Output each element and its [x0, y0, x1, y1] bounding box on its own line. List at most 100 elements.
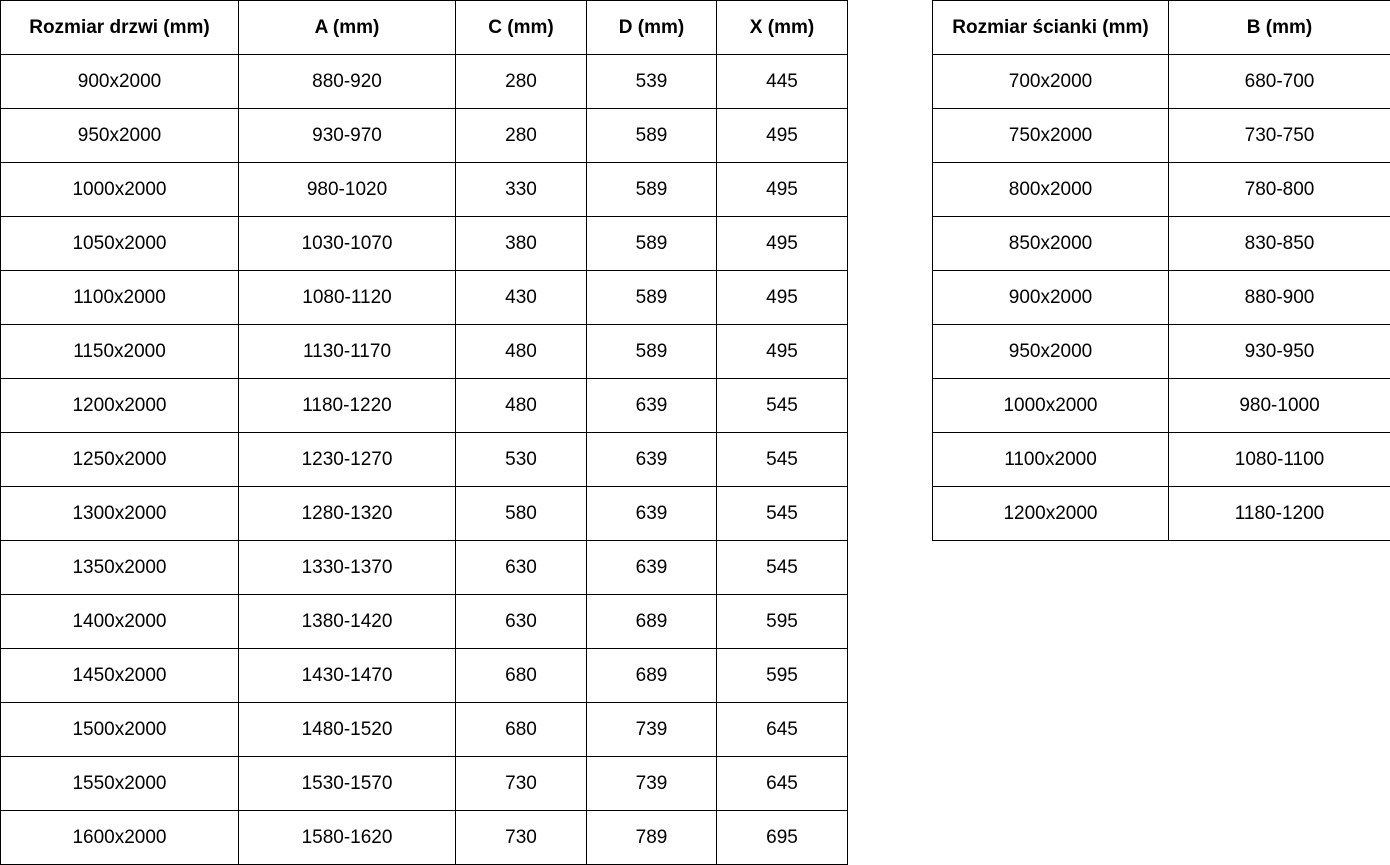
wall-table-header-b: B (mm): [1168, 0, 1390, 55]
table-cell: 380: [455, 216, 587, 271]
table-cell: 880-900: [1168, 270, 1390, 325]
table-cell: 480: [455, 324, 587, 379]
table-row: 1500x2000 1480-1520 680 739 645: [0, 702, 848, 757]
table-row: 1450x2000 1430-1470 680 689 595: [0, 648, 848, 703]
table-cell: 495: [716, 324, 848, 379]
table-row: 700x2000 680-700: [932, 54, 1390, 109]
table-cell: 689: [586, 594, 717, 649]
table-cell: 645: [716, 756, 848, 811]
table-row: 1100x2000 1080-1100: [932, 432, 1390, 487]
table-cell: 1150x2000: [0, 324, 239, 379]
table-cell: 730: [455, 810, 587, 865]
table-cell: 639: [586, 378, 717, 433]
table-cell: 1280-1320: [238, 486, 456, 541]
table-row: 1300x2000 1280-1320 580 639 545: [0, 486, 848, 541]
table-cell: 900x2000: [932, 270, 1169, 325]
table-cell: 800x2000: [932, 162, 1169, 217]
door-table-header-row: Rozmiar drzwi (mm) A (mm) C (mm) D (mm) …: [0, 0, 848, 55]
table-cell: 700x2000: [932, 54, 1169, 109]
door-table-header-size: Rozmiar drzwi (mm): [0, 0, 239, 55]
table-cell: 880-920: [238, 54, 456, 109]
door-table-header-d: D (mm): [586, 0, 717, 55]
table-cell: 445: [716, 54, 848, 109]
table-cell: 689: [586, 648, 717, 703]
table-cell: 680: [455, 702, 587, 757]
table-cell: 900x2000: [0, 54, 239, 109]
table-cell: 1030-1070: [238, 216, 456, 271]
table-cell: 1380-1420: [238, 594, 456, 649]
table-cell: 1000x2000: [0, 162, 239, 217]
table-cell: 589: [586, 162, 717, 217]
table-cell: 639: [586, 432, 717, 487]
table-cell: 1100x2000: [932, 432, 1169, 487]
table-row: 900x2000 880-900: [932, 270, 1390, 325]
table-row: 900x2000 880-920 280 539 445: [0, 54, 848, 109]
table-cell: 545: [716, 486, 848, 541]
table-cell: 630: [455, 594, 587, 649]
table-cell: 639: [586, 540, 717, 595]
table-row: 1200x2000 1180-1200: [932, 486, 1390, 541]
wall-table-header-size: Rozmiar ścianki (mm): [932, 0, 1169, 55]
table-row: 1600x2000 1580-1620 730 789 695: [0, 810, 848, 865]
table-cell: 595: [716, 648, 848, 703]
table-cell: 1230-1270: [238, 432, 456, 487]
table-cell: 1550x2000: [0, 756, 239, 811]
table-cell: 495: [716, 216, 848, 271]
table-cell: 495: [716, 270, 848, 325]
table-cell: 280: [455, 108, 587, 163]
wall-panel-size-table: Rozmiar ścianki (mm) B (mm) 700x2000 680-…: [932, 0, 1390, 541]
table-cell: 780-800: [1168, 162, 1390, 217]
table-cell: 1600x2000: [0, 810, 239, 865]
table-row: 1000x2000 980-1020 330 589 495: [0, 162, 848, 217]
table-cell: 530: [455, 432, 587, 487]
table-cell: 750x2000: [932, 108, 1169, 163]
table-cell: 545: [716, 378, 848, 433]
table-row: 1100x2000 1080-1120 430 589 495: [0, 270, 848, 325]
table-cell: 1200x2000: [932, 486, 1169, 541]
table-cell: 830-850: [1168, 216, 1390, 271]
table-cell: 739: [586, 702, 717, 757]
table-row: 850x2000 830-850: [932, 216, 1390, 271]
table-cell: 1330-1370: [238, 540, 456, 595]
door-table-header-x: X (mm): [716, 0, 848, 55]
table-cell: 430: [455, 270, 587, 325]
table-cell: 1250x2000: [0, 432, 239, 487]
table-cell: 539: [586, 54, 717, 109]
table-cell: 730: [455, 756, 587, 811]
table-cell: 1000x2000: [932, 378, 1169, 433]
table-row: 1000x2000 980-1000: [932, 378, 1390, 433]
table-cell: 1200x2000: [0, 378, 239, 433]
table-cell: 589: [586, 108, 717, 163]
table-cell: 1080-1100: [1168, 432, 1390, 487]
table-cell: 1480-1520: [238, 702, 456, 757]
door-table-header-a: A (mm): [238, 0, 456, 55]
table-cell: 545: [716, 432, 848, 487]
table-cell: 495: [716, 108, 848, 163]
table-cell: 1100x2000: [0, 270, 239, 325]
table-cell: 480: [455, 378, 587, 433]
table-cell: 930-970: [238, 108, 456, 163]
table-cell: 680-700: [1168, 54, 1390, 109]
table-cell: 580: [455, 486, 587, 541]
table-cell: 330: [455, 162, 587, 217]
table-cell: 930-950: [1168, 324, 1390, 379]
table-cell: 1180-1220: [238, 378, 456, 433]
table-cell: 545: [716, 540, 848, 595]
table-cell: 1530-1570: [238, 756, 456, 811]
table-cell: 980-1020: [238, 162, 456, 217]
table-cell: 645: [716, 702, 848, 757]
table-cell: 1080-1120: [238, 270, 456, 325]
door-table-header-c: C (mm): [455, 0, 587, 55]
table-cell: 1580-1620: [238, 810, 456, 865]
table-cell: 630: [455, 540, 587, 595]
table-cell: 1450x2000: [0, 648, 239, 703]
table-row: 1550x2000 1530-1570 730 739 645: [0, 756, 848, 811]
table-row: 750x2000 730-750: [932, 108, 1390, 163]
table-cell: 280: [455, 54, 587, 109]
table-row: 1050x2000 1030-1070 380 589 495: [0, 216, 848, 271]
table-cell: 950x2000: [932, 324, 1169, 379]
table-cell: 589: [586, 270, 717, 325]
table-cell: 789: [586, 810, 717, 865]
